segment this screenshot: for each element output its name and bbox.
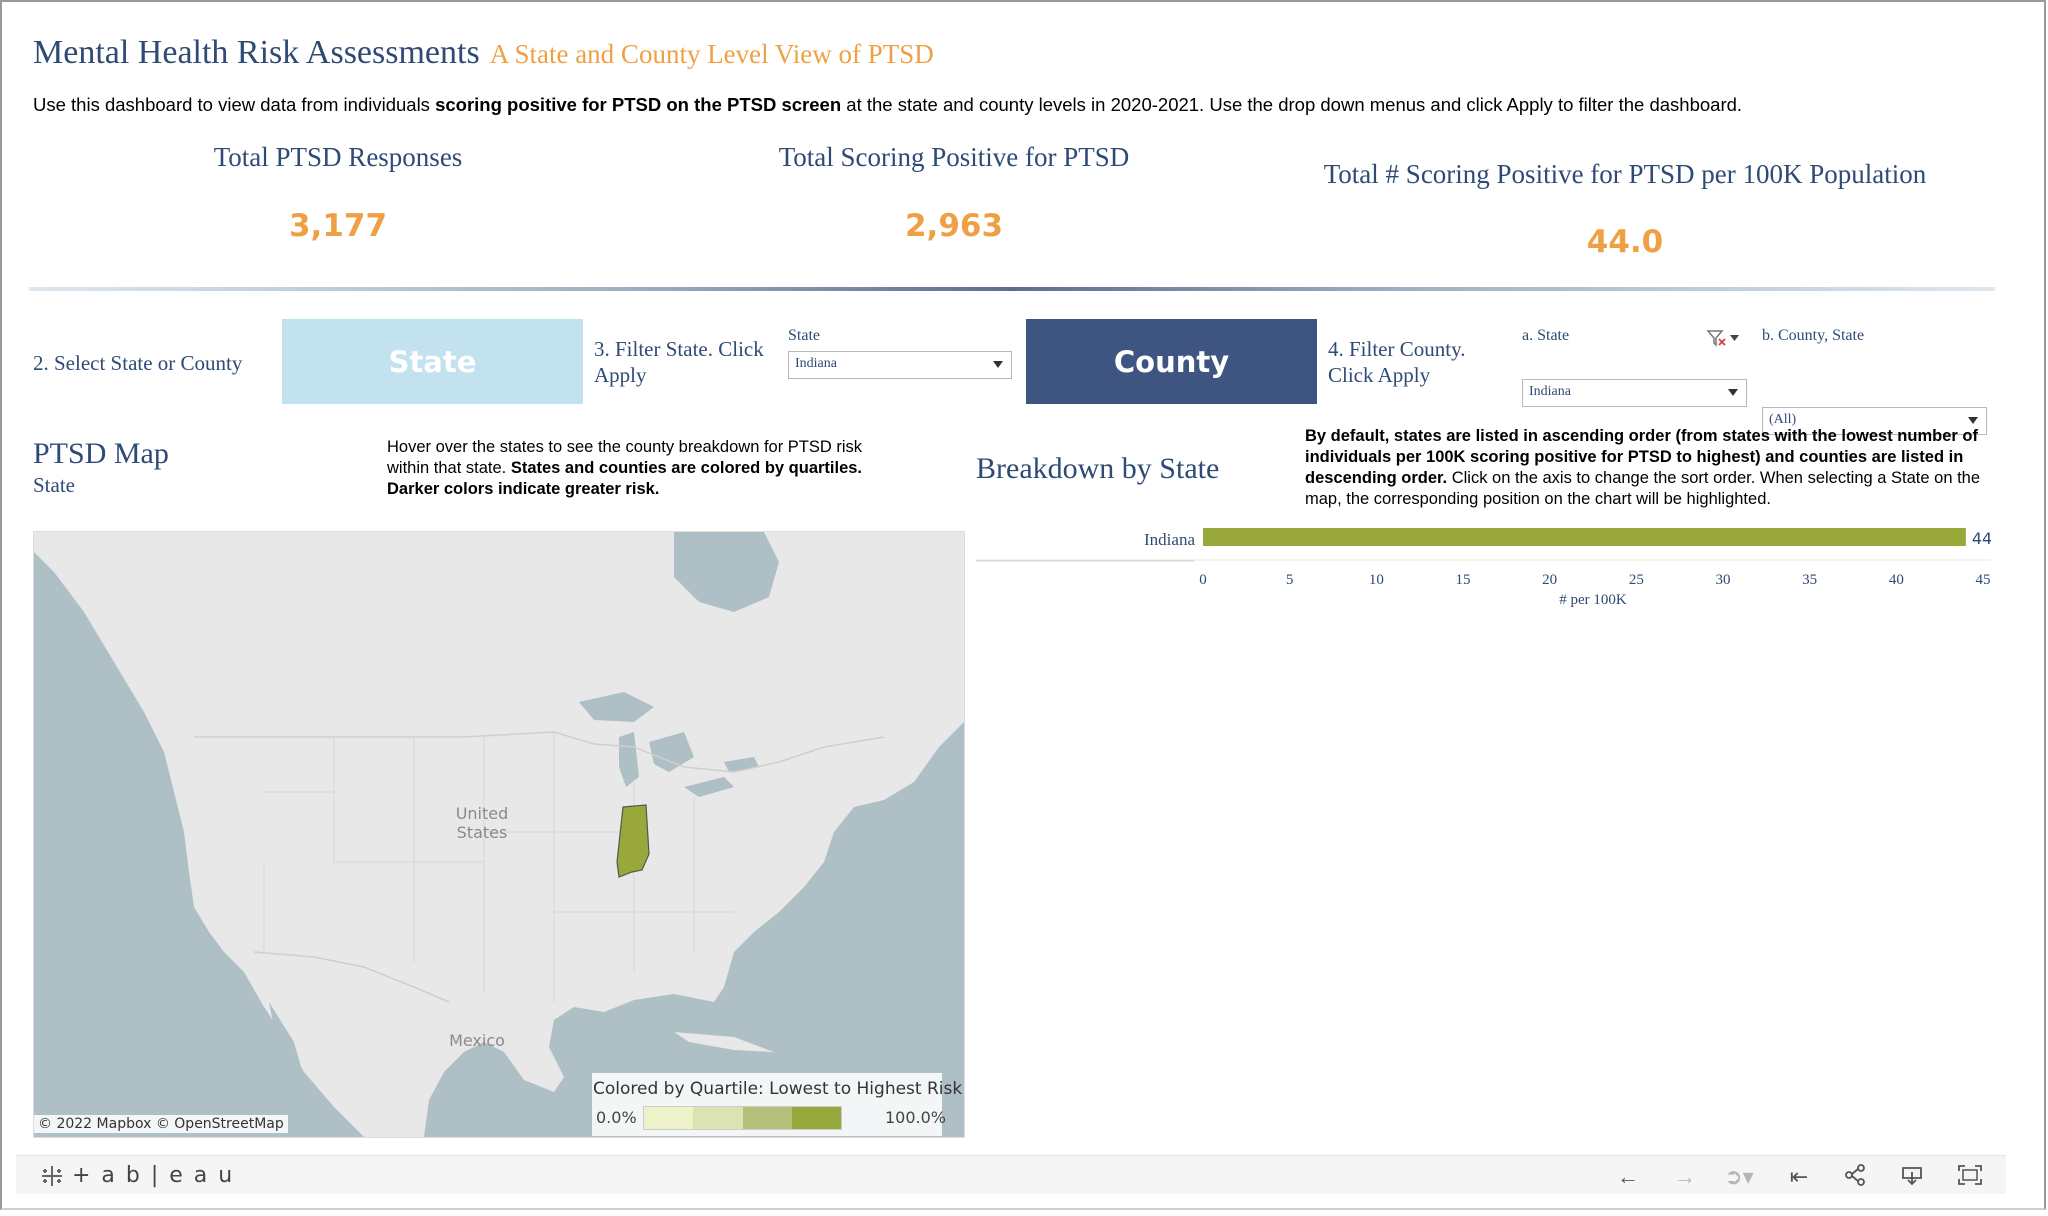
kpi-value-total-responses: 3,177 — [288, 208, 388, 244]
map-section-subtitle: State — [33, 473, 75, 497]
breakdown-chart-svg: Indiana 44.01 0 5 10 15 20 25 30 35 40 45 # per 100K — [976, 528, 2018, 608]
legend-swatch-q4 — [791, 1107, 841, 1129]
x-tick-label: 35 — [1802, 572, 1817, 588]
x-tick-label: 15 — [1456, 572, 1471, 588]
x-axis-label: # per 100K — [1559, 592, 1627, 608]
download-icon[interactable] — [1899, 1164, 1925, 1192]
breakdown-note: By default, states are listed in ascendi… — [1305, 426, 1990, 510]
bar-category-label: Indiana — [1144, 530, 1195, 549]
county-button[interactable]: County — [1026, 319, 1317, 404]
x-tick-label: 45 — [1976, 572, 1991, 588]
b-county-dropdown[interactable]: (All) — [1762, 407, 1987, 435]
intro-bold: scoring positive for PTSD on the PTSD sc… — [435, 94, 842, 115]
map-section-title: PTSD Map — [33, 437, 169, 470]
filter-county-label: 4. Filter County. Click Apply — [1328, 337, 1466, 387]
map-canvas: United States Mexico — [34, 532, 964, 1137]
kpi-value-per-100k: 44.0 — [1586, 224, 1664, 260]
share-icon[interactable] — [1842, 1164, 1868, 1192]
a-state-dropdown-label: a. State — [1522, 327, 1570, 344]
kpi-label-total-positive: Total Scoring Positive for PTSD — [778, 142, 1130, 172]
title-text: Mental Health Risk Assessments — [33, 34, 480, 71]
legend-swatch-q1 — [644, 1107, 694, 1129]
tableau-brand-text[interactable]: + a b | e a u — [72, 1163, 235, 1188]
legend-title: Colored by Quartile: Lowest to Highest R… — [593, 1079, 963, 1099]
chevron-down-icon — [993, 361, 1003, 368]
bar-indiana[interactable] — [1203, 528, 1966, 546]
map-attribution[interactable]: © 2022 Mapbox © OpenStreetMap — [34, 1115, 288, 1133]
x-tick-label: 40 — [1889, 572, 1904, 588]
breakdown-note-rest: Click on the axis to change the sort ord… — [1305, 469, 1981, 508]
map-label-united: United — [456, 804, 509, 823]
x-tick-label: 30 — [1716, 572, 1731, 588]
x-tick-label: 20 — [1542, 572, 1557, 588]
kpi-value-total-positive: 2,963 — [904, 208, 1004, 244]
ptsd-map[interactable]: United States Mexico © 2022 Mapbox © Ope… — [33, 531, 965, 1138]
b-county-dropdown-label: b. County, State — [1762, 327, 1865, 344]
map-legend: Colored by Quartile: Lowest to Highest R… — [592, 1073, 962, 1136]
intro-pre: Use this dashboard to view data from ind… — [33, 94, 436, 115]
a-state-dropdown-value: Indiana — [1529, 384, 1571, 399]
kpi-label-total-responses: Total PTSD Responses — [213, 142, 463, 172]
revert-icon[interactable]: ➲▾ — [1724, 1164, 1754, 1189]
chevron-down-icon — [1968, 417, 1978, 424]
chevron-down-icon — [1728, 389, 1738, 396]
map-note: Hover over the states to see the county … — [387, 437, 907, 500]
redo-arrow-icon[interactable]: → — [1674, 1164, 1696, 1189]
breakdown-chart[interactable]: Indiana 44.01 0 5 10 15 20 25 30 35 40 45 # per 100K — [976, 522, 2018, 622]
intro-post: at the state and county levels in 2020-2… — [841, 94, 1743, 115]
x-tick-label: 0 — [1199, 572, 1207, 588]
clear-filter-icon[interactable] — [1706, 329, 1740, 347]
map-note-bold: States and counties are colored by quart… — [387, 459, 863, 498]
legend-swatch-q2 — [693, 1107, 743, 1129]
legend-max: 100.0% — [885, 1108, 947, 1127]
tableau-toolbar: + a b | e a u ← → ➲▾ ⇤ — [16, 1155, 2006, 1194]
x-tick-label: 10 — [1369, 572, 1384, 588]
dashboard-title: Mental Health Risk Assessments A State an… — [33, 34, 934, 72]
b-county-dropdown-value: (All) — [1769, 412, 1797, 427]
map-note-pre: Hover over the states to see the county … — [387, 438, 863, 477]
subtitle-text: A State and County Level View of PTSD — [489, 39, 934, 69]
map-label-mexico: Mexico — [449, 1031, 505, 1050]
select-state-county-label: 2. Select State or County — [33, 351, 243, 375]
fullscreen-icon[interactable] — [1957, 1164, 1983, 1192]
state-dropdown-label: State — [788, 327, 820, 344]
x-tick-label: 25 — [1629, 572, 1644, 588]
undo-arrow-icon[interactable]: ← — [1617, 1164, 1639, 1189]
filter-state-label: 3. Filter State. Click Apply — [594, 337, 764, 387]
legend-min: 0.0% — [596, 1108, 637, 1127]
state-dropdown-value: Indiana — [795, 356, 837, 371]
revert-all-icon[interactable]: ⇤ — [1789, 1164, 1809, 1189]
legend-swatch-q3 — [742, 1107, 792, 1129]
a-state-dropdown[interactable]: Indiana — [1522, 379, 1747, 407]
bar-value-label: 44.01 — [1972, 529, 1991, 548]
legend-color-bar — [643, 1106, 842, 1130]
kpi-label-per-100k: Total # Scoring Positive for PTSD per 10… — [1323, 159, 1927, 189]
state-button[interactable]: State — [282, 319, 583, 404]
map-label-states: States — [457, 823, 508, 842]
breakdown-title: Breakdown by State — [976, 452, 1220, 485]
section-divider — [29, 287, 1995, 291]
breakdown-note-bold: By default, states are listed in ascendi… — [1305, 427, 1978, 487]
intro-text: Use this dashboard to view data from ind… — [33, 94, 1742, 116]
x-tick-label: 5 — [1286, 572, 1294, 588]
state-dropdown[interactable]: Indiana — [788, 351, 1012, 379]
tableau-logo-icon[interactable] — [38, 1164, 66, 1193]
